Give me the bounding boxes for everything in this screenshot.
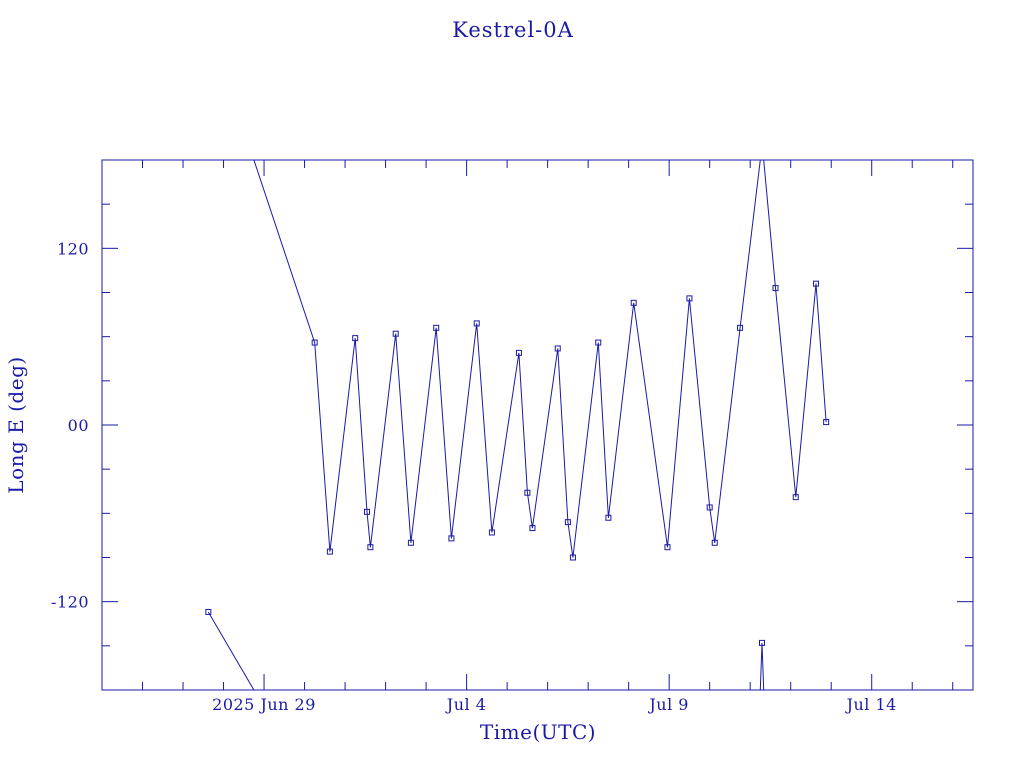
y-axis-label: Long E (deg) bbox=[4, 356, 28, 493]
data-point-marker bbox=[569, 554, 576, 561]
x-tick-label: 2025 Jun 29 bbox=[212, 695, 316, 714]
data-point-marker bbox=[605, 514, 612, 521]
data-point-marker bbox=[711, 539, 718, 546]
data-point-marker bbox=[205, 608, 212, 615]
x-tick-label: Jul 14 bbox=[845, 695, 897, 714]
data-point-marker bbox=[686, 295, 693, 302]
data-point-marker bbox=[392, 330, 399, 337]
data-point-marker bbox=[664, 544, 671, 551]
data-point-marker bbox=[488, 529, 495, 536]
x-tick-label: Jul 9 bbox=[647, 695, 689, 714]
data-point-marker bbox=[595, 339, 602, 346]
data-point-marker bbox=[823, 419, 830, 426]
axis-ticks bbox=[101, 160, 973, 690]
data-point-marker bbox=[352, 335, 359, 342]
data-point-marker bbox=[364, 508, 371, 515]
data-point-marker bbox=[564, 519, 571, 526]
data-point-marker bbox=[792, 494, 799, 501]
data-point-marker bbox=[367, 544, 374, 551]
x-axis-label: Time(UTC) bbox=[480, 720, 596, 744]
data-point-marker bbox=[630, 299, 637, 306]
data-point-marker bbox=[407, 539, 414, 546]
data-point-marker bbox=[737, 324, 744, 331]
plot-frame bbox=[101, 159, 974, 691]
data-point-marker bbox=[529, 525, 536, 532]
data-point-marker bbox=[772, 285, 779, 292]
data-point-marker bbox=[706, 504, 713, 511]
data-point-marker bbox=[515, 349, 522, 356]
data-point-marker bbox=[473, 320, 480, 327]
y-tick-label: 120 bbox=[57, 239, 89, 258]
x-tick-label: Jul 4 bbox=[445, 695, 487, 714]
series-group bbox=[205, 160, 830, 690]
y-tick-label: -120 bbox=[51, 593, 89, 612]
data-point-marker bbox=[448, 535, 455, 542]
data-point-marker bbox=[554, 345, 561, 352]
data-point-marker bbox=[433, 324, 440, 331]
data-point-marker bbox=[759, 639, 766, 646]
series-line bbox=[207, 160, 827, 690]
x-tick-labels: 2025 Jun 29 Jul 4 Jul 9 Jul 14 bbox=[212, 695, 897, 714]
data-point-marker bbox=[813, 280, 820, 287]
data-point-marker bbox=[524, 489, 531, 496]
data-point-marker bbox=[326, 548, 333, 555]
data-point-marker bbox=[311, 339, 318, 346]
y-tick-labels: 120 00 -120 bbox=[51, 239, 89, 612]
y-tick-label: 00 bbox=[68, 416, 89, 435]
chart-title: Kestrel-0A bbox=[452, 18, 574, 42]
